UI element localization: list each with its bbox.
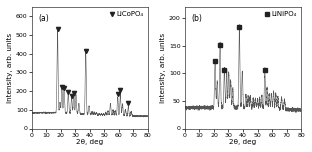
- X-axis label: 2θ, deg: 2θ, deg: [76, 139, 103, 145]
- Legend: LiNiPO₄: LiNiPO₄: [263, 10, 298, 18]
- Y-axis label: Intensity, arb. units: Intensity, arb. units: [7, 33, 13, 103]
- Y-axis label: Intensity, arb. units: Intensity, arb. units: [160, 33, 166, 103]
- X-axis label: 2θ, deg: 2θ, deg: [229, 139, 257, 145]
- Text: (a): (a): [39, 14, 49, 23]
- Text: (b): (b): [192, 14, 203, 23]
- Legend: LiCoPO₄: LiCoPO₄: [108, 10, 144, 18]
